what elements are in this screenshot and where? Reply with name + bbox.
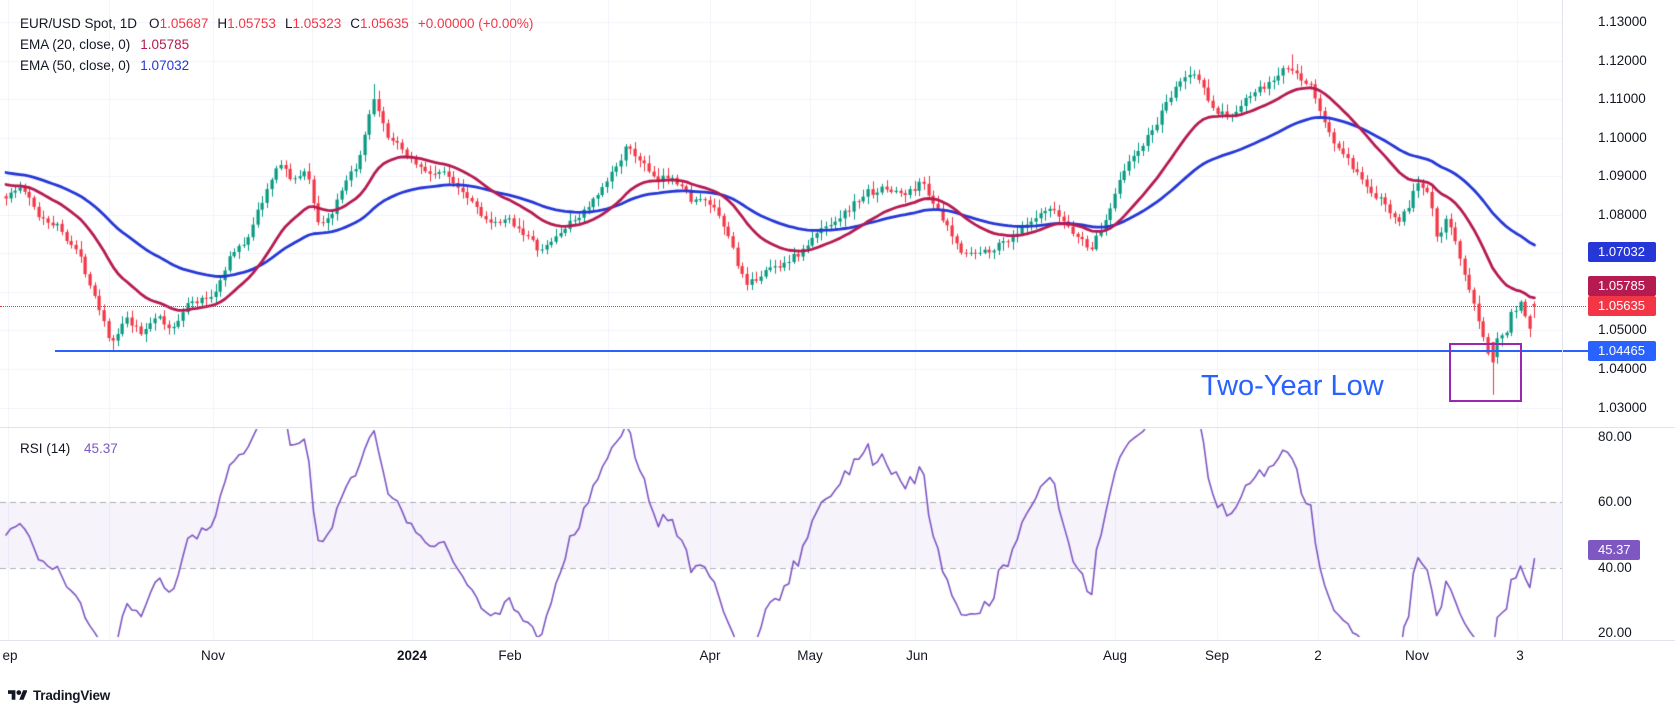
price-axis-label: 1.12000 bbox=[1598, 53, 1647, 68]
time-axis-label: ep bbox=[2, 648, 18, 663]
high-key: H bbox=[217, 16, 228, 31]
time-axis-label: 2 bbox=[1314, 648, 1322, 663]
ema20-label: EMA (20, close, 0) bbox=[20, 37, 131, 52]
price-axis-label: 1.10000 bbox=[1598, 130, 1647, 145]
price-axis-label: 1.13000 bbox=[1598, 14, 1647, 29]
open-value: 1.05687 bbox=[159, 16, 209, 31]
time-axis-label: Jun bbox=[906, 648, 928, 663]
rsi-label: RSI (14) bbox=[20, 441, 71, 456]
tradingview-logo-icon bbox=[8, 690, 27, 700]
rsi-value: 45.37 bbox=[84, 441, 118, 456]
ema50-value: 1.07032 bbox=[140, 58, 190, 73]
rsi-axis-label: 60.00 bbox=[1598, 494, 1632, 509]
ema20-price-badge: 1.05785 bbox=[1588, 276, 1656, 296]
ema50-price-badge: 1.07032 bbox=[1588, 242, 1656, 262]
rsi-axis-label: 20.00 bbox=[1598, 625, 1632, 640]
legend: EUR/USD Spot, 1D O1.05687 H1.05753 L1.05… bbox=[20, 13, 533, 76]
close-value: 1.05635 bbox=[360, 16, 409, 31]
price-axis-label: 1.04000 bbox=[1598, 361, 1647, 376]
close-key: C bbox=[350, 16, 361, 31]
time-axis-label: Feb bbox=[498, 648, 522, 663]
change-value: +0.00000 (+0.00%) bbox=[417, 16, 534, 31]
time-axis-label: Apr bbox=[699, 648, 721, 663]
price-axis-label: 1.11000 bbox=[1598, 91, 1646, 106]
price-axis-label: 1.05000 bbox=[1598, 322, 1647, 337]
ema20-value: 1.05785 bbox=[140, 37, 190, 52]
ema50-legend-row[interactable]: EMA (50, close, 0) 1.07032 bbox=[20, 55, 533, 76]
time-axis-label: Nov bbox=[1404, 648, 1430, 663]
price-axis-border bbox=[1562, 0, 1563, 640]
tradingview-attribution[interactable]: TradingView bbox=[8, 688, 110, 703]
two-year-low-annotation[interactable]: Two-Year Low bbox=[1201, 370, 1384, 402]
rsi-legend-row[interactable]: RSI (14) 45.37 bbox=[20, 441, 118, 456]
symbol-legend-row[interactable]: EUR/USD Spot, 1D O1.05687 H1.05753 L1.05… bbox=[20, 13, 533, 34]
time-axis-label: Aug bbox=[1102, 648, 1128, 663]
low-key: L bbox=[284, 16, 293, 31]
ema50-label: EMA (50, close, 0) bbox=[20, 58, 131, 73]
low-value: 1.05323 bbox=[292, 16, 342, 31]
open-key: O bbox=[149, 16, 160, 31]
time-axis-label: Nov bbox=[200, 648, 226, 663]
time-axis-label: 3 bbox=[1516, 648, 1524, 663]
tradingview-brand-text: TradingView bbox=[33, 688, 111, 703]
two-year-low-rectangle[interactable] bbox=[1449, 343, 1522, 402]
price-axis-label: 1.09000 bbox=[1598, 168, 1647, 183]
rsi-axis-label: 40.00 bbox=[1598, 560, 1632, 575]
rsi-axis-label: 80.00 bbox=[1598, 429, 1632, 444]
price-axis-label: 1.08000 bbox=[1598, 207, 1647, 222]
symbol-title: EUR/USD Spot, 1D bbox=[20, 16, 138, 31]
time-axis-label: May bbox=[797, 648, 823, 663]
support-price-badge: 1.04465 bbox=[1588, 341, 1656, 361]
pane-separator[interactable] bbox=[0, 427, 1675, 428]
price-axis-label: 1.03000 bbox=[1598, 400, 1647, 415]
ema20-legend-row[interactable]: EMA (20, close, 0) 1.05785 bbox=[20, 34, 533, 55]
support-line[interactable] bbox=[55, 350, 1588, 352]
rsi-value-badge: 45.37 bbox=[1588, 540, 1640, 560]
time-axis-label: 2024 bbox=[396, 648, 428, 663]
high-value: 1.05753 bbox=[227, 16, 276, 31]
time-axis-border bbox=[0, 640, 1675, 641]
last-price-dotted-line bbox=[0, 306, 1586, 307]
time-axis-label: Sep bbox=[1204, 648, 1230, 663]
last-price-badge: 1.05635 bbox=[1588, 296, 1656, 316]
